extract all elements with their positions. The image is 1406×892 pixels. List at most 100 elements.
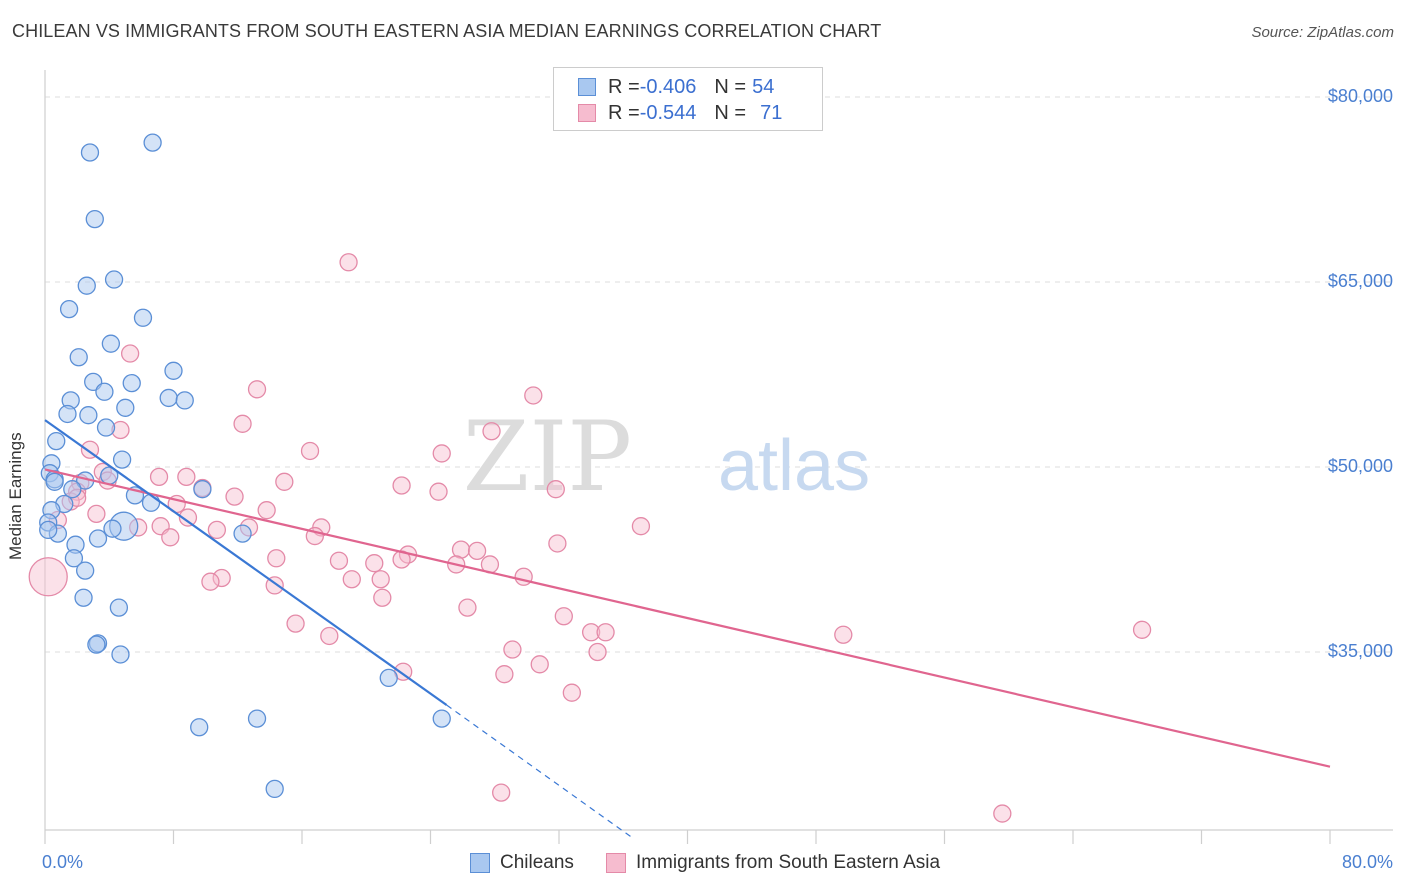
blue-point [190, 718, 209, 737]
legend-swatch-blue [470, 853, 490, 873]
pink-point [339, 253, 358, 272]
pink-point [524, 386, 543, 405]
pink-point [503, 640, 522, 659]
y-tick-label: $80,000 [1327, 86, 1393, 106]
blue-point [101, 334, 121, 353]
legend-r-value: -0.406 [639, 75, 697, 98]
pink-point [596, 623, 615, 642]
pink-point [530, 655, 549, 674]
pink-point [588, 642, 607, 662]
pink-point [329, 551, 349, 570]
blue-point [77, 276, 96, 295]
legend-n-value: 54 [752, 75, 775, 98]
pink-point [87, 504, 106, 524]
pink-point [178, 508, 198, 527]
trendlines [44, 419, 1331, 838]
blue-point [87, 635, 106, 654]
blue-point [432, 709, 451, 728]
blue-point [111, 645, 130, 664]
pink-point [371, 570, 390, 589]
blue-point [63, 480, 82, 499]
series-legend: Chileans Immigrants from South Eastern A… [470, 852, 972, 874]
pink-point [482, 422, 501, 441]
pink-point [320, 626, 339, 646]
legend-n-label: N = [714, 75, 747, 98]
pink-point [233, 414, 252, 433]
blue-point [141, 493, 161, 512]
blue-point [69, 348, 88, 367]
pink-points [28, 253, 1152, 823]
pink-point [257, 501, 276, 520]
pink-point [149, 467, 169, 487]
pink-trendline [44, 468, 1331, 768]
gridlines [45, 96, 1393, 653]
blue-point [104, 270, 124, 289]
blue-point [96, 418, 116, 437]
pink-point [373, 588, 392, 607]
blue-point [159, 388, 178, 408]
pink-point [458, 598, 477, 617]
pink-point [432, 444, 451, 463]
legend-swatch-pink [578, 104, 596, 122]
legend-swatch-blue [578, 78, 596, 96]
x-tick-max: 80.0% [1341, 852, 1393, 872]
pink-point [28, 557, 68, 597]
blue-point [85, 209, 104, 229]
blue-point [233, 524, 252, 543]
pink-point [212, 568, 231, 588]
blue-point [379, 668, 398, 688]
blue-point [88, 529, 108, 548]
pink-point [207, 520, 227, 540]
chart-title: CHILEAN VS IMMIGRANTS FROM SOUTH EASTERN… [12, 21, 882, 41]
blue-point [76, 561, 95, 580]
pink-point [993, 804, 1012, 823]
pink-point [300, 441, 320, 461]
legend-r-label: R = [608, 75, 640, 98]
pink-point [286, 614, 305, 633]
pink-point [495, 665, 514, 684]
pink-point [581, 623, 601, 642]
blue-point [247, 709, 267, 728]
pink-point [247, 380, 267, 399]
blue-point [164, 361, 183, 380]
pink-point [225, 487, 244, 506]
pink-point [392, 476, 411, 495]
blue-point [112, 450, 132, 469]
pink-point [562, 683, 581, 702]
legend-r-value: -0.544 [639, 101, 697, 124]
blue-point [122, 373, 141, 393]
watermark-atlas: atlas [718, 426, 870, 506]
pink-point [429, 482, 448, 501]
axes [44, 70, 1393, 844]
blue-point [193, 480, 212, 499]
blue-point [58, 404, 77, 424]
pink-point [365, 554, 384, 573]
legend-swatch-pink [605, 853, 626, 873]
blue-point [59, 299, 79, 319]
blue-points [39, 133, 451, 799]
blue-point [79, 406, 98, 425]
legend-item-chileans[interactable]: Chileans [470, 852, 574, 874]
legend-item-immigrants[interactable]: Immigrants from South Eastern Asia [605, 852, 940, 874]
pink-point [514, 567, 533, 586]
y-tick-label: $50,000 [1327, 456, 1393, 476]
pink-point [267, 549, 286, 568]
pink-point [546, 480, 565, 499]
blue-point [116, 398, 135, 417]
legend-row-chileans: R = -0.406 N = 54 [578, 74, 774, 100]
blue-point [103, 519, 122, 538]
y-tick-label: $35,000 [1327, 641, 1393, 661]
blue-point [175, 391, 194, 410]
blue-point [143, 133, 162, 152]
blue-point [95, 382, 114, 401]
blue-point [64, 549, 84, 568]
legend-n-label: N = [714, 101, 747, 124]
pink-point [342, 570, 361, 589]
pink-point [554, 607, 573, 626]
blue-point [47, 431, 66, 451]
legend-r-label: R = [608, 101, 640, 124]
pink-point [120, 344, 140, 363]
blue-point [74, 588, 93, 607]
legend-label-chileans: Chileans [500, 852, 574, 873]
blue-point [45, 472, 64, 491]
